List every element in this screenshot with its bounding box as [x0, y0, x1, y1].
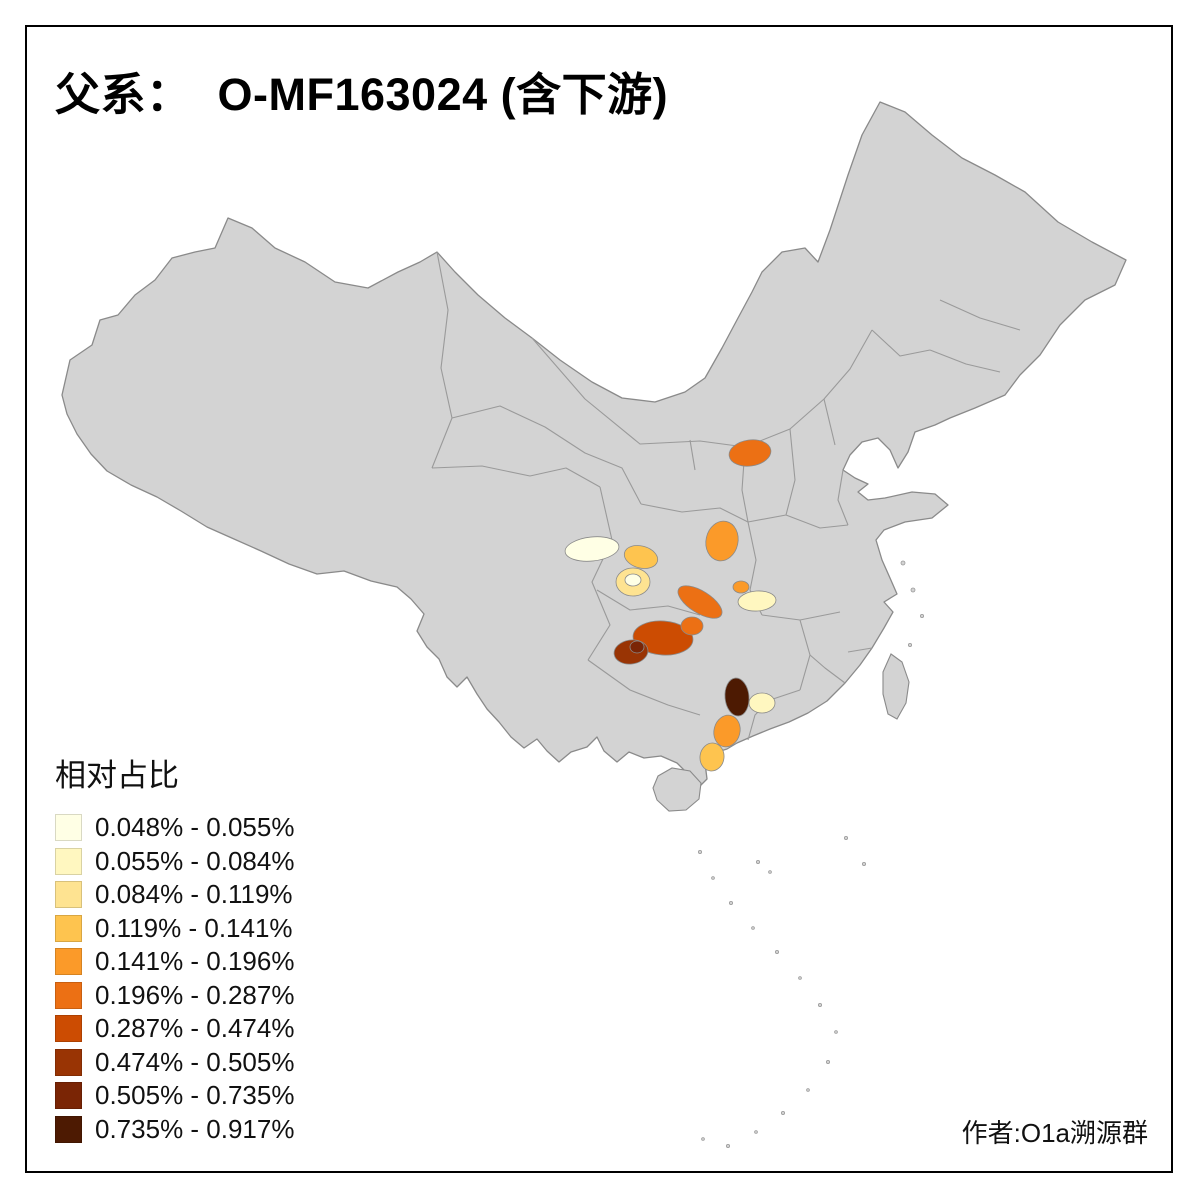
map-region-luzhou-main: [632, 620, 694, 656]
map-region-guangdong-pale: [748, 692, 776, 714]
legend-label: 0.055% - 0.084%: [95, 845, 295, 876]
legend-label: 0.474% - 0.505%: [95, 1046, 295, 1077]
legend-label: 0.196% - 0.287%: [95, 979, 295, 1010]
map-region-guilin-dark: [724, 677, 750, 717]
legend-swatch: [55, 847, 82, 875]
legend-title: 相对占比: [55, 758, 179, 793]
legend-swatch: [55, 914, 82, 942]
legend-row: 0.287% - 0.474%: [55, 1012, 294, 1046]
credit: 作者:O1a溯源群: [961, 1118, 1148, 1148]
legend-row: 0.505% - 0.735%: [55, 1079, 294, 1113]
map-region-wuzhou-orange: [713, 714, 741, 748]
taiwan-island: [882, 653, 910, 720]
legend-row: 0.119% - 0.141%: [55, 912, 294, 946]
legend-swatch: [55, 981, 82, 1009]
legend: 相对占比 0.048% - 0.055% 0.055% - 0.084% 0.084…: [55, 750, 294, 1146]
legend-label: 0.084% - 0.119%: [95, 879, 293, 910]
map-region-chengdu-center: [624, 573, 642, 587]
map-region-chongqing-west: [677, 585, 723, 619]
map-region-sichuan-west-pale: [564, 536, 620, 562]
map-region-small-orange-spot: [732, 580, 750, 594]
legend-row: 0.048% - 0.055%: [55, 811, 294, 845]
legend-swatch: [55, 948, 82, 976]
legend-row: 0.196% - 0.287%: [55, 979, 294, 1013]
legend-row: 0.084% - 0.119%: [55, 878, 294, 912]
legend-row: 0.055% - 0.084%: [55, 845, 294, 879]
map-region-chengdu-north: [623, 545, 659, 569]
map-region-sichuan-northeast: [705, 520, 739, 562]
map-region-dark-spot: [629, 640, 645, 654]
legend-swatch: [55, 1082, 82, 1110]
legend-swatch: [55, 1015, 82, 1043]
legend-row: 0.735% - 0.917%: [55, 1113, 294, 1147]
legend-label: 0.287% - 0.474%: [95, 1013, 295, 1044]
map-region-maoming-yellow: [699, 742, 725, 772]
map-region-east-lobe: [680, 616, 704, 636]
legend-swatch: [55, 814, 82, 842]
legend-label: 0.141% - 0.196%: [95, 946, 295, 977]
legend-label: 0.119% - 0.141%: [95, 912, 293, 943]
islands: [698, 560, 925, 1149]
legend-label: 0.048% - 0.055%: [95, 812, 295, 843]
legend-label: 0.735% - 0.917%: [95, 1113, 295, 1144]
legend-swatch: [55, 1048, 82, 1076]
legend-swatch: [55, 881, 82, 909]
legend-row: 0.141% - 0.196%: [55, 945, 294, 979]
map-region-shaanxi-south: [728, 439, 772, 467]
map-region-hubei-west-pale: [737, 590, 777, 612]
legend-swatch: [55, 1115, 82, 1143]
legend-rows: 0.048% - 0.055% 0.055% - 0.084% 0.084% - 0…: [55, 811, 294, 1146]
hainan-island: [652, 767, 702, 812]
page-title: 父系： O-MF163024 (含下游): [55, 69, 669, 120]
region-patches: [564, 439, 777, 772]
legend-row: 0.474% - 0.505%: [55, 1046, 294, 1080]
mainland: [61, 101, 1127, 790]
legend-label: 0.505% - 0.735%: [95, 1080, 295, 1111]
